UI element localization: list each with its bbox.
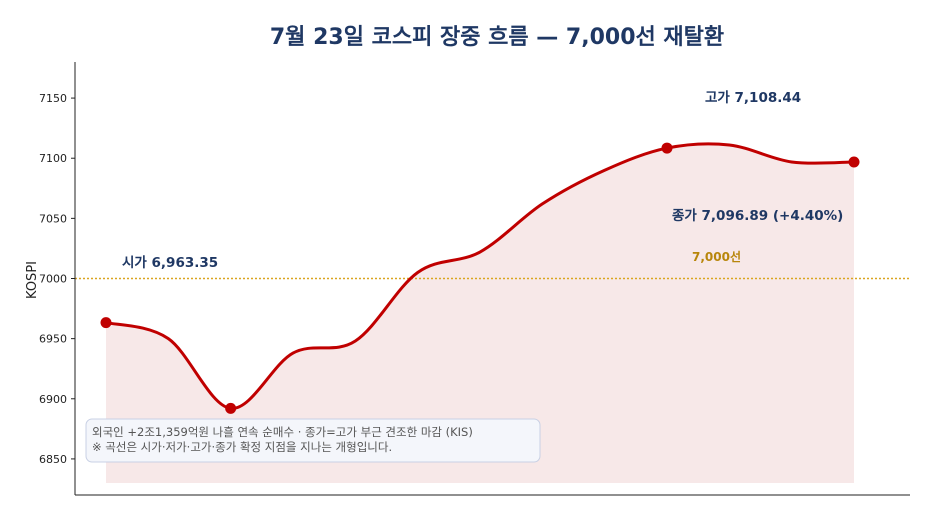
- high-annotation: 고가 7,108.44: [705, 90, 801, 106]
- area-fill: [106, 143, 854, 484]
- note-line-2: ※ 곡선은 시가·저가·고가·종가 확정 지점을 지나는 개형입니다.: [92, 440, 392, 454]
- y-tick-label: 6850: [39, 453, 67, 466]
- y-tick-label: 7050: [39, 212, 67, 225]
- note-line-1: 외국인 +2조1,359억원 나흘 연속 순매수 · 종가=고가 부근 견조한 …: [92, 425, 473, 439]
- key-point-marker: [848, 156, 860, 168]
- key-point-marker: [661, 142, 673, 154]
- note-box: [85, 418, 541, 463]
- y-tick-label: 6900: [39, 393, 67, 406]
- key-point-marker: [100, 317, 112, 329]
- reference-line-label: 7,000선: [692, 249, 741, 264]
- y-tick-label: 7000: [39, 273, 67, 286]
- key-point-marker: [225, 402, 237, 414]
- plot-area: [75, 142, 910, 484]
- markers: [100, 142, 860, 414]
- y-tick-label: 7150: [39, 92, 67, 105]
- chart-title: 7월 23일 코스피 장중 흐름 — 7,000선 재탈환: [270, 25, 724, 50]
- y-tick-label: 6950: [39, 333, 67, 346]
- y-axis-label: KOSPI: [25, 261, 40, 299]
- y-ticks: 6850 6900 6950 7000 7050 7100 7150: [39, 92, 75, 466]
- y-tick-label: 7100: [39, 152, 67, 165]
- close-annotation: 종가 7,096.89 (+4.40%): [672, 208, 843, 224]
- open-annotation: 시가 6,963.35: [122, 255, 218, 271]
